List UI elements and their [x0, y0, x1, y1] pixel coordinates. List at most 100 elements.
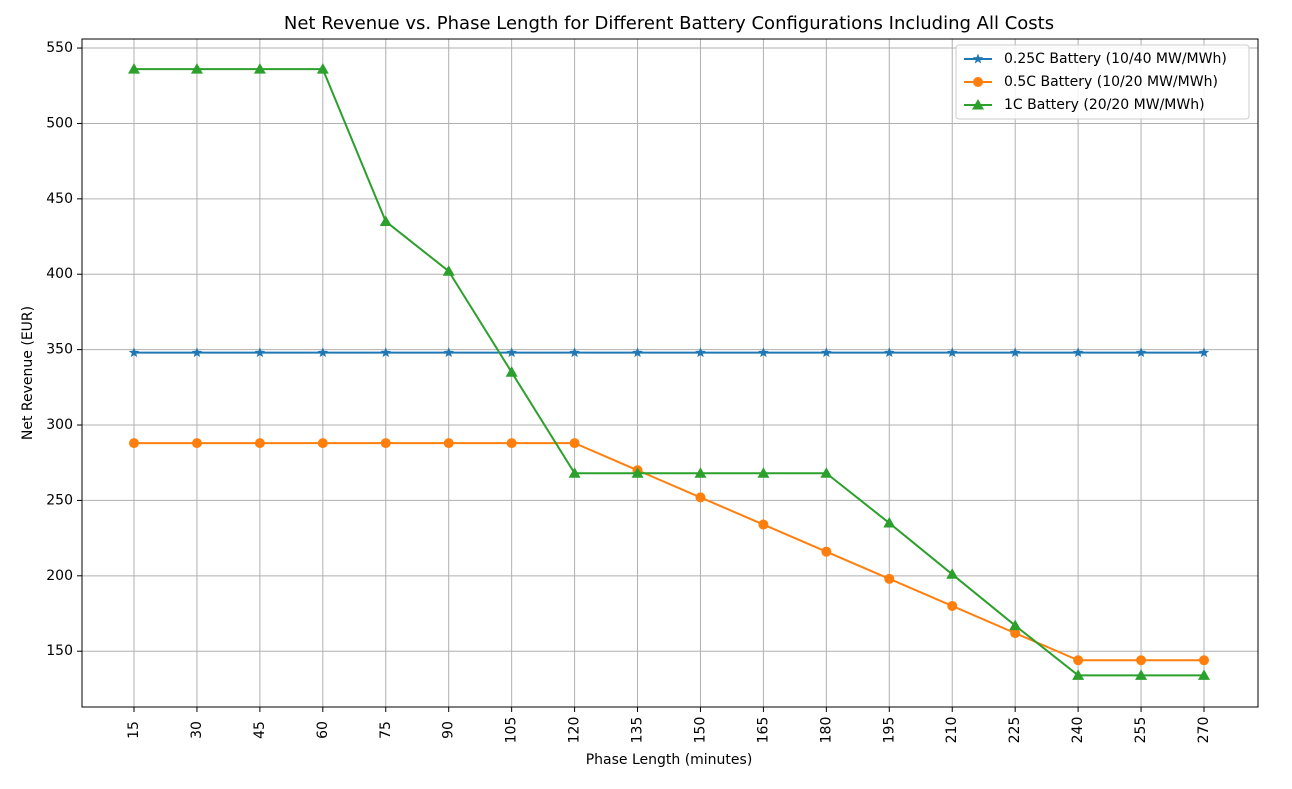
x-tick-label: 240	[1070, 717, 1086, 744]
data-point	[317, 438, 328, 449]
x-tick-label: 15	[126, 721, 142, 739]
x-axis-ticks: 15 30 45 60 75 90 105 120 135 150 165 180 195 210 225 2…	[126, 707, 1212, 743]
y-axis-label: Net Revenue (EUR)	[20, 306, 36, 440]
data-point	[947, 347, 958, 358]
plot-frame	[81, 38, 1259, 708]
legend-box	[955, 44, 1250, 120]
x-tick-label: 90	[441, 721, 457, 739]
data-point	[1199, 655, 1209, 666]
y-tick-label: 350	[46, 342, 73, 358]
x-tick-label: 135	[630, 717, 646, 744]
x-tick-label: 270	[1196, 717, 1212, 744]
data-point	[695, 347, 706, 358]
y-tick-label: 550	[46, 40, 73, 56]
legend-marker	[972, 53, 984, 64]
y-tick-label: 400	[46, 266, 73, 282]
data-point	[821, 546, 832, 557]
data-point	[128, 347, 140, 358]
x-tick-label: 210	[944, 717, 960, 744]
y-tick-label: 500	[46, 115, 73, 131]
x-tick-label: 120	[567, 717, 583, 744]
data-point	[569, 438, 580, 449]
data-point	[254, 347, 266, 358]
data-point	[442, 265, 455, 276]
x-axis-label: Phase Length (minutes)	[586, 752, 753, 768]
x-tick-label: 225	[1007, 717, 1023, 744]
y-tick-label: 200	[46, 568, 73, 584]
x-tick-label: 105	[504, 717, 520, 744]
data-point	[631, 467, 644, 478]
x-tick-label: 165	[755, 717, 771, 744]
data-point	[1009, 619, 1022, 631]
data-point	[380, 347, 391, 358]
x-tick-label: 75	[378, 721, 394, 739]
data-point	[129, 438, 139, 449]
y-tick-label: 300	[46, 417, 73, 433]
series-3	[128, 63, 1210, 680]
data-point	[569, 347, 580, 358]
legend: 0.25C Battery (10/40 MW/MWh) 0.5C Battery…	[955, 44, 1250, 120]
data-point	[820, 467, 833, 478]
data-point	[884, 347, 895, 358]
data-point	[695, 492, 706, 503]
chart-title: Net Revenue vs. Phase Length for Differe…	[284, 13, 1054, 34]
data-point	[254, 438, 265, 449]
y-tick-label: 450	[46, 191, 73, 207]
data-point	[1009, 347, 1021, 358]
x-tick-label: 45	[252, 721, 268, 739]
data-point	[884, 573, 895, 584]
data-point	[506, 347, 517, 358]
data-point	[757, 467, 770, 478]
data-point	[191, 438, 202, 449]
y-tick-label: 150	[46, 643, 73, 659]
x-tick-label: 30	[189, 721, 205, 739]
legend-marker	[973, 77, 983, 87]
data-point	[506, 438, 517, 449]
data-point	[443, 347, 454, 358]
x-tick-label: 195	[881, 717, 897, 744]
data-point	[253, 63, 266, 74]
x-tick-label: 255	[1133, 717, 1149, 744]
legend-label: 0.25C Battery (10/40 MW/MWh)	[1004, 51, 1227, 67]
grid-lines	[82, 39, 1258, 707]
data-point	[821, 347, 832, 358]
y-axis-ticks: 150 200 250 300 350 400 450 500 550	[46, 40, 82, 659]
data-point	[758, 347, 769, 358]
data-point	[632, 347, 643, 358]
data-point	[380, 438, 391, 449]
series-1	[128, 347, 1210, 358]
data-point	[1072, 347, 1084, 358]
series-line	[134, 442, 1204, 662]
data-point	[190, 63, 203, 74]
data-point	[1073, 655, 1084, 666]
data-point	[443, 438, 454, 449]
y-tick-label: 250	[46, 492, 73, 508]
data-point	[1198, 669, 1210, 680]
data-point	[883, 517, 896, 528]
legend-label: 0.5C Battery (10/20 MW/MWh)	[1004, 74, 1218, 90]
legend-label: 1C Battery (20/20 MW/MWh)	[1004, 97, 1205, 113]
data-point	[1010, 628, 1021, 639]
data-point	[191, 347, 203, 358]
data-point	[758, 519, 769, 530]
data-point	[316, 63, 329, 74]
data-point	[694, 467, 707, 478]
series-group	[128, 63, 1210, 680]
data-point	[317, 347, 329, 358]
x-tick-label: 180	[818, 717, 834, 744]
data-point	[568, 467, 581, 478]
data-point	[947, 600, 958, 611]
series-line	[134, 68, 1204, 677]
data-point	[1135, 669, 1148, 680]
data-point	[505, 366, 518, 377]
series-2	[129, 438, 1209, 666]
legend-marker	[972, 99, 984, 110]
data-point	[946, 568, 959, 579]
data-point	[128, 63, 140, 74]
data-point	[1136, 655, 1147, 666]
data-point	[379, 215, 392, 226]
data-point	[1135, 347, 1147, 358]
data-point	[1198, 347, 1210, 358]
x-tick-label: 150	[692, 717, 708, 744]
